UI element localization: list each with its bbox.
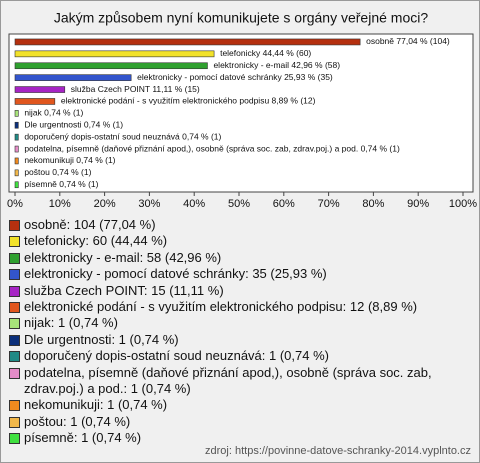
plot: Jakým způsobem nyní komunikujete s orgán… — [7, 10, 477, 210]
legend-swatch — [9, 318, 20, 330]
x-tick-label: 90% — [407, 198, 429, 210]
legend-swatch — [9, 285, 20, 297]
bar-label: elektronicky - pomocí datové schránky 25… — [137, 72, 333, 82]
legend-label: osobně: 104 (77,04 %) — [24, 217, 156, 232]
legend-item: elektronické podání - s využitím elektro… — [9, 299, 471, 315]
bar-label: podatelna, písemně (daňové přiznání apod… — [24, 143, 400, 153]
legend-item: nekomunikuji: 1 (0,74 %) — [9, 397, 471, 413]
legend-swatch — [9, 220, 20, 231]
legend-swatch — [9, 302, 20, 314]
legend-item: elektronicky - pomocí datové schránky: 3… — [9, 266, 471, 282]
legend-label: telefonicky: 60 (44,44 %) — [24, 233, 168, 249]
legend-label: elektronicky - e-mail: 58 (42,96 %) — [24, 249, 222, 265]
bar — [14, 110, 19, 117]
legend-item: osobně: 104 (77,04 %) — [9, 217, 471, 233]
source: zdroj: https://povinne-datove-schranky-2… — [205, 445, 471, 457]
bar-label: služba Czech POINT 11,11 % (15) — [71, 84, 200, 94]
legend-swatch — [9, 334, 20, 346]
legend-item: doporučený dopis-ostatní soud neuznává: … — [9, 348, 471, 364]
bar-label: osobně 77,04 % (104) — [366, 36, 450, 46]
x-tick-label: 50% — [228, 198, 250, 210]
legend-item: poštou: 1 (0,74 %) — [9, 414, 471, 430]
x-tick-label: 100% — [449, 198, 477, 210]
legend-swatch — [9, 416, 20, 428]
bar-label: elektronicky - e-mail 42,96 % (58) — [213, 60, 340, 70]
legend-swatch — [9, 367, 20, 379]
legend-swatch — [9, 400, 20, 412]
x-tick-label: 20% — [94, 198, 116, 210]
bar-label: telefonicky 44,44 % (60) — [220, 48, 311, 58]
legend-swatch — [9, 236, 20, 248]
legend-label: nijak: 1 (0,74 %) — [24, 315, 118, 331]
bar — [14, 133, 19, 141]
bar — [14, 169, 19, 177]
x-tick-label: 0% — [7, 198, 23, 210]
legend-label: písemně: 1 (0,74 %) — [24, 430, 142, 446]
legend-item: služba Czech POINT: 15 (11,11 %) — [9, 283, 471, 299]
bar-label: nijak 0,74 % (1) — [24, 108, 83, 118]
legend-swatch — [9, 433, 20, 445]
legend-item: telefonicky: 60 (44,44 %) — [9, 233, 471, 249]
bar — [14, 145, 19, 153]
legend-swatch — [9, 252, 20, 264]
bar — [14, 38, 361, 46]
legend-item: písemně: 1 (0,74 %) — [9, 430, 471, 446]
bar — [14, 98, 56, 105]
bar-label: písemně 0,74 % (1) — [24, 179, 98, 189]
x-tick-label: 10% — [49, 198, 71, 210]
legend-item: nijak: 1 (0,74 %) — [9, 315, 471, 331]
chart-title: Jakým způsobem nyní komunikujete s orgán… — [54, 10, 429, 26]
legend-label: elektronické podání - s využitím elektro… — [24, 299, 418, 315]
x-tick-label: 40% — [183, 198, 205, 210]
legend: osobně: 104 (77,04 %) telefonicky: 60 (44… — [9, 217, 471, 447]
bar — [14, 74, 132, 81]
legend-swatch — [9, 269, 20, 281]
x-tick-label: 60% — [273, 198, 295, 210]
legend-label: podatelna, písemně (daňové přiznání apod… — [24, 364, 432, 397]
legend-label: služba Czech POINT: 15 (11,11 %) — [24, 282, 224, 298]
legend-label: Dle urgentnosti: 1 (0,74 %) — [24, 331, 179, 347]
bar — [14, 50, 215, 58]
bar-label: nekomunikuji 0,74 % (1) — [24, 155, 115, 165]
legend-label: poštou: 1 (0,74 %) — [24, 413, 131, 429]
bar — [14, 86, 66, 93]
plot-frame — [8, 33, 474, 193]
bar-label: doporučený dopis-ostatní soud neuznává 0… — [24, 131, 221, 141]
bar — [14, 62, 208, 70]
bar — [14, 181, 19, 189]
x-tick-label: 30% — [138, 198, 160, 210]
bar-label: Dle urgentnosti 0,74 % (1) — [24, 120, 123, 130]
legend-swatch — [9, 351, 20, 363]
legend-item: elektronicky - e-mail: 58 (42,96 %) — [9, 250, 471, 266]
bar — [14, 157, 19, 165]
bar-label: poštou 0,74 % (1) — [24, 167, 91, 177]
legend-item: podatelna, písemně (daňové přiznání apod… — [9, 365, 471, 398]
legend-label: doporučený dopis-ostatní soud neuznává: … — [24, 348, 329, 364]
x-tick-label: 80% — [362, 198, 384, 210]
bar — [14, 121, 19, 129]
legend-label: nekomunikuji: 1 (0,74 %) — [24, 397, 168, 413]
bar-label: elektronické podání - s využitím elektro… — [61, 96, 316, 106]
legend-item: Dle urgentnosti: 1 (0,74 %) — [9, 332, 471, 348]
x-tick-label: 70% — [318, 198, 340, 210]
legend-label: elektronicky - pomocí datové schránky: 3… — [24, 266, 327, 282]
